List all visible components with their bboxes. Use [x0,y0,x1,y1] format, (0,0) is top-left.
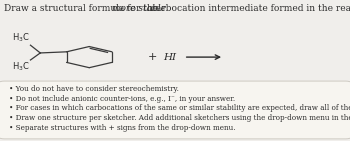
Text: $\mathregular{H_3C}$: $\mathregular{H_3C}$ [12,32,30,45]
FancyBboxPatch shape [0,81,350,139]
Text: more stable: more stable [112,4,167,13]
Text: Draw a structural formula for the: Draw a structural formula for the [4,4,161,13]
Text: +: + [148,52,157,62]
Text: $\mathregular{H_3C}$: $\mathregular{H_3C}$ [12,61,30,73]
Text: • Do not include anionic counter-ions, e.g., I⁻, in your answer.: • Do not include anionic counter-ions, e… [9,95,235,103]
Text: • For cases in which carbocations of the same or similar stability are expected,: • For cases in which carbocations of the… [9,104,350,113]
Text: • Separate structures with + signs from the drop-down menu.: • Separate structures with + signs from … [9,124,235,132]
Text: • You do not have to consider stereochemistry.: • You do not have to consider stereochem… [9,85,178,93]
Text: • Draw one structure per sketcher. Add additional sketchers using the drop-down : • Draw one structure per sketcher. Add a… [9,114,350,122]
Text: carbocation intermediate formed in the reaction shown.: carbocation intermediate formed in the r… [148,4,350,13]
Text: HI: HI [163,53,176,62]
